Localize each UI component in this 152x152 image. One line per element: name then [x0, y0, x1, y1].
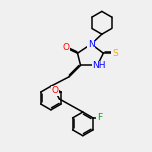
- Text: NH: NH: [93, 61, 106, 70]
- Text: O: O: [51, 86, 58, 95]
- Text: N: N: [88, 40, 95, 49]
- Text: S: S: [112, 49, 118, 58]
- Text: O: O: [63, 43, 70, 52]
- Text: F: F: [97, 113, 102, 123]
